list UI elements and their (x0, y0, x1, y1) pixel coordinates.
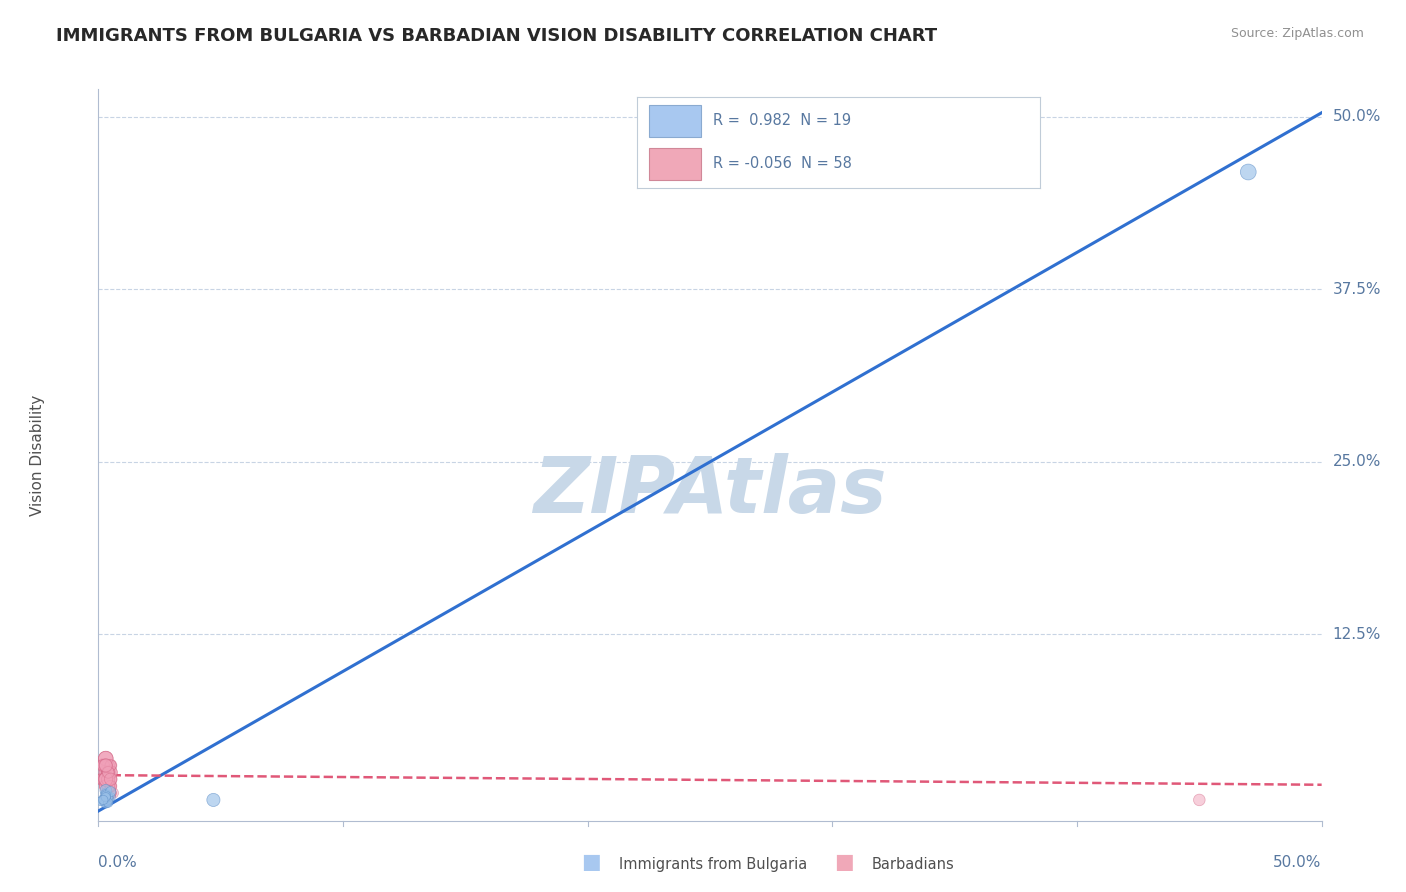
Point (94, 772, 117, 787)
Point (94, 758, 117, 772)
Text: 25.0%: 25.0% (1333, 454, 1381, 469)
Text: 50.0%: 50.0% (1333, 110, 1381, 124)
Point (94, 751, 117, 765)
Point (97, 765, 120, 780)
Point (91, 793, 114, 807)
Point (97, 779, 120, 793)
Point (100, 786, 122, 800)
Point (94, 765, 117, 780)
Text: 37.5%: 37.5% (1333, 282, 1381, 297)
Point (91, 758, 114, 772)
Text: ZIPAtlas: ZIPAtlas (533, 453, 887, 530)
Point (97, 765, 120, 780)
Point (100, 772, 122, 787)
Point (91, 794, 114, 808)
Point (91, 758, 114, 772)
Point (97, 779, 120, 793)
Point (91, 758, 114, 772)
Point (91, 772, 114, 787)
Text: Source: ZipAtlas.com: Source: ZipAtlas.com (1230, 27, 1364, 40)
Point (97, 789, 120, 803)
Point (100, 779, 122, 793)
Point (100, 772, 122, 787)
Point (97, 765, 120, 780)
Point (94, 765, 117, 780)
Point (100, 765, 122, 780)
Point (91, 772, 114, 787)
Text: Immigrants from Bulgaria: Immigrants from Bulgaria (619, 857, 807, 872)
Text: Vision Disability: Vision Disability (30, 394, 45, 516)
Text: 12.5%: 12.5% (1333, 627, 1381, 642)
Point (100, 779, 122, 793)
Point (97, 765, 120, 780)
Point (100, 758, 122, 772)
Point (100, 790, 122, 805)
Point (94, 779, 117, 793)
Point (97, 779, 120, 793)
Point (100, 758, 122, 772)
Point (100, 786, 122, 800)
Point (91, 772, 114, 787)
Point (100, 772, 122, 787)
Point (91, 772, 114, 787)
Point (94, 790, 117, 805)
Point (100, 785, 122, 799)
Text: 50.0%: 50.0% (1274, 855, 1322, 870)
Point (97, 765, 120, 780)
Point (97, 765, 120, 780)
Point (97, 758, 120, 772)
Point (94, 758, 117, 772)
Point (94, 789, 117, 803)
Point (94, 751, 117, 765)
Point (94, 779, 117, 793)
Point (100, 758, 122, 772)
Text: 0.0%: 0.0% (98, 855, 138, 870)
Text: IMMIGRANTS FROM BULGARIA VS BARBADIAN VISION DISABILITY CORRELATION CHART: IMMIGRANTS FROM BULGARIA VS BARBADIAN VI… (56, 27, 938, 45)
Point (97, 772, 120, 787)
Point (94, 758, 117, 772)
Point (94, 772, 117, 787)
Point (202, 793, 225, 807)
Point (91, 758, 114, 772)
Text: ■: ■ (581, 853, 600, 872)
Point (94, 772, 117, 787)
Point (97, 765, 120, 780)
Point (97, 765, 120, 780)
Point (94, 751, 117, 765)
Point (94, 783, 117, 797)
Point (94, 791, 117, 805)
Point (101, 786, 124, 800)
Point (94, 779, 117, 793)
Text: ■: ■ (834, 853, 853, 872)
Point (100, 786, 122, 800)
Text: Barbadians: Barbadians (872, 857, 955, 872)
Point (97, 779, 120, 793)
Point (97, 796, 120, 810)
Point (100, 765, 122, 780)
Point (1188, 793, 1211, 807)
Point (94, 796, 117, 810)
Point (91, 793, 114, 807)
Point (97, 772, 120, 787)
Point (94, 788, 117, 802)
Point (100, 779, 122, 793)
Point (94, 786, 117, 800)
Point (94, 765, 117, 780)
Point (94, 758, 117, 772)
Point (97, 791, 120, 805)
Point (94, 772, 117, 787)
Point (90, 794, 112, 808)
Point (97, 772, 120, 787)
Point (97, 790, 120, 805)
Point (94, 772, 117, 787)
Point (1237, 165, 1260, 179)
